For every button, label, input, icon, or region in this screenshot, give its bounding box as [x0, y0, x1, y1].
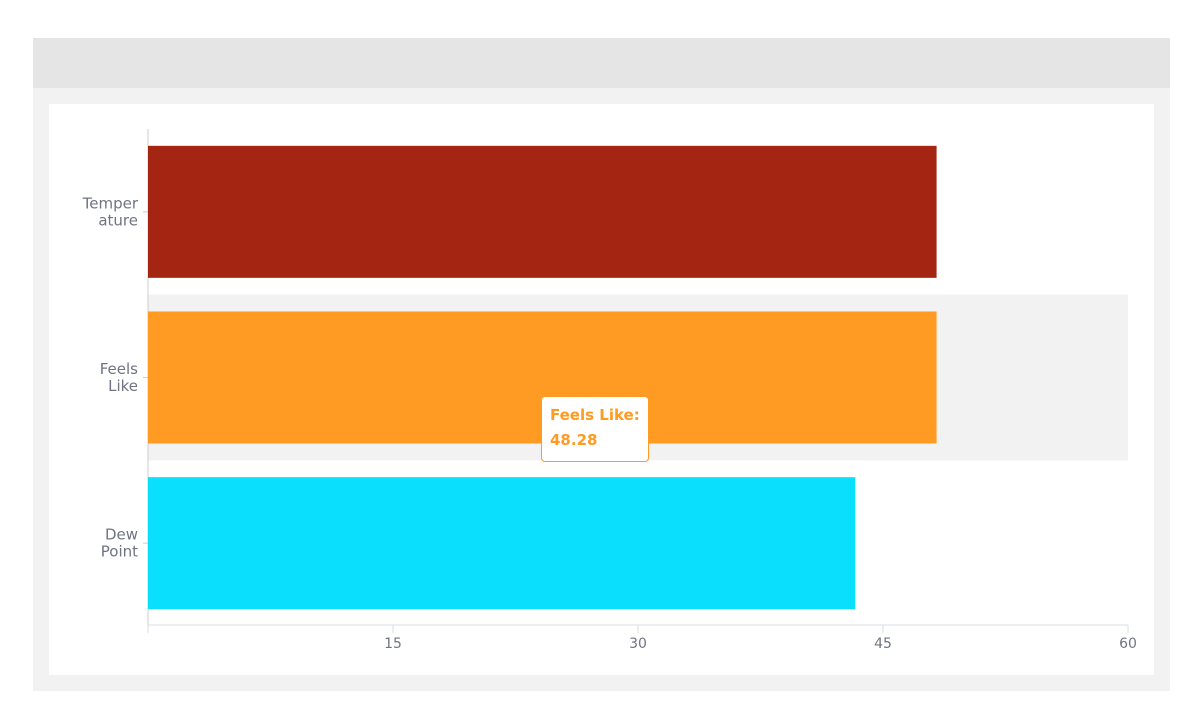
bar-2[interactable] [148, 477, 856, 610]
tooltip-value: 48.28 [550, 431, 598, 449]
category-label: ature [98, 211, 138, 229]
x-tick-label: 60 [1119, 636, 1137, 652]
category-label: Feels [100, 360, 138, 378]
tooltip-label: Feels Like: [550, 406, 640, 424]
category-label: Like [108, 377, 138, 395]
panel-header [33, 38, 1170, 88]
x-tick-label: 30 [629, 636, 647, 652]
bar-0[interactable] [148, 145, 937, 278]
x-tick-label: 15 [384, 636, 402, 652]
category-label: Temper [82, 194, 139, 212]
category-label: Dew [105, 526, 138, 544]
category-label: Point [101, 543, 138, 561]
x-tick-label: 45 [874, 636, 892, 652]
chart-tooltip: Feels Like: 48.28 [541, 396, 649, 462]
